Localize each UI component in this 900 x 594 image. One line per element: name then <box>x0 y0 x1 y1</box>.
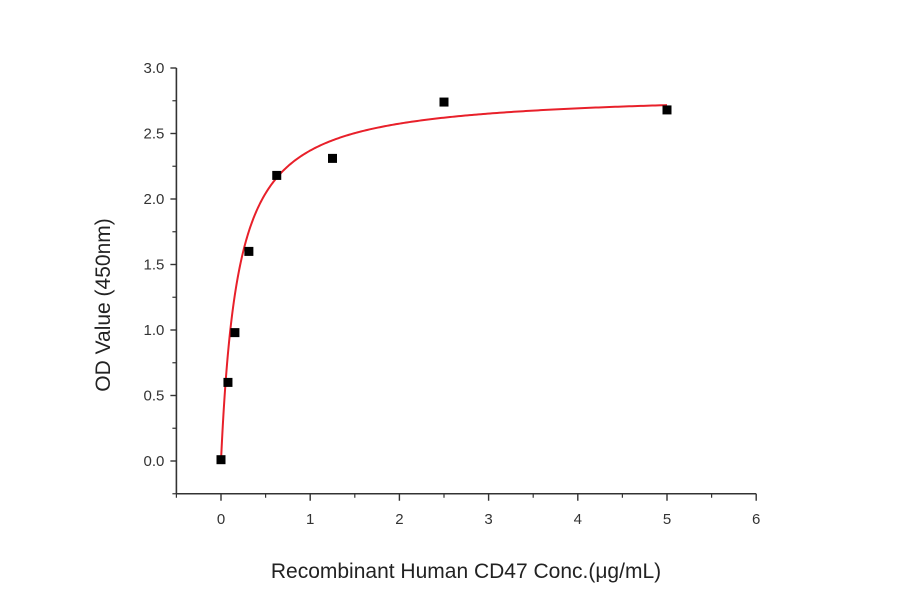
y-axis-title: OD Value (450nm) <box>92 218 115 392</box>
data-point <box>216 455 226 465</box>
data-point <box>230 328 240 338</box>
ticks: 0.0 0.5 1.0 1.5 2.0 2.5 3.0 0 1 2 3 4 5 6 <box>144 60 761 528</box>
y-tick-label: 1.5 <box>144 257 165 274</box>
fit-curve-path <box>220 104 668 461</box>
data-point <box>662 105 672 115</box>
x-tick-label: 6 <box>752 511 760 528</box>
x-tick-label: 1 <box>306 511 314 528</box>
y-tick-label: 0.0 <box>144 453 165 470</box>
data-point <box>272 170 282 180</box>
axes <box>175 68 757 495</box>
x-axis-title: Recombinant Human CD47 Conc.(μg/mL) <box>271 560 661 583</box>
y-tick-label: 3.0 <box>144 60 165 77</box>
x-tick-label: 5 <box>663 511 671 528</box>
data-point <box>223 377 233 387</box>
data-point <box>244 246 254 256</box>
y-tick-label: 2.5 <box>144 126 165 143</box>
x-tick-label: 3 <box>484 511 492 528</box>
y-tick-label: 0.5 <box>144 388 165 405</box>
y-tick-label: 1.0 <box>144 322 165 339</box>
data-point <box>439 97 449 107</box>
data-points <box>216 97 672 465</box>
data-point <box>328 153 337 163</box>
x-tick-label: 4 <box>574 511 582 528</box>
y-tick-label: 2.0 <box>144 191 165 208</box>
fit-curve <box>220 104 668 461</box>
x-tick-label: 0 <box>217 511 225 528</box>
x-tick-label: 2 <box>395 511 403 528</box>
